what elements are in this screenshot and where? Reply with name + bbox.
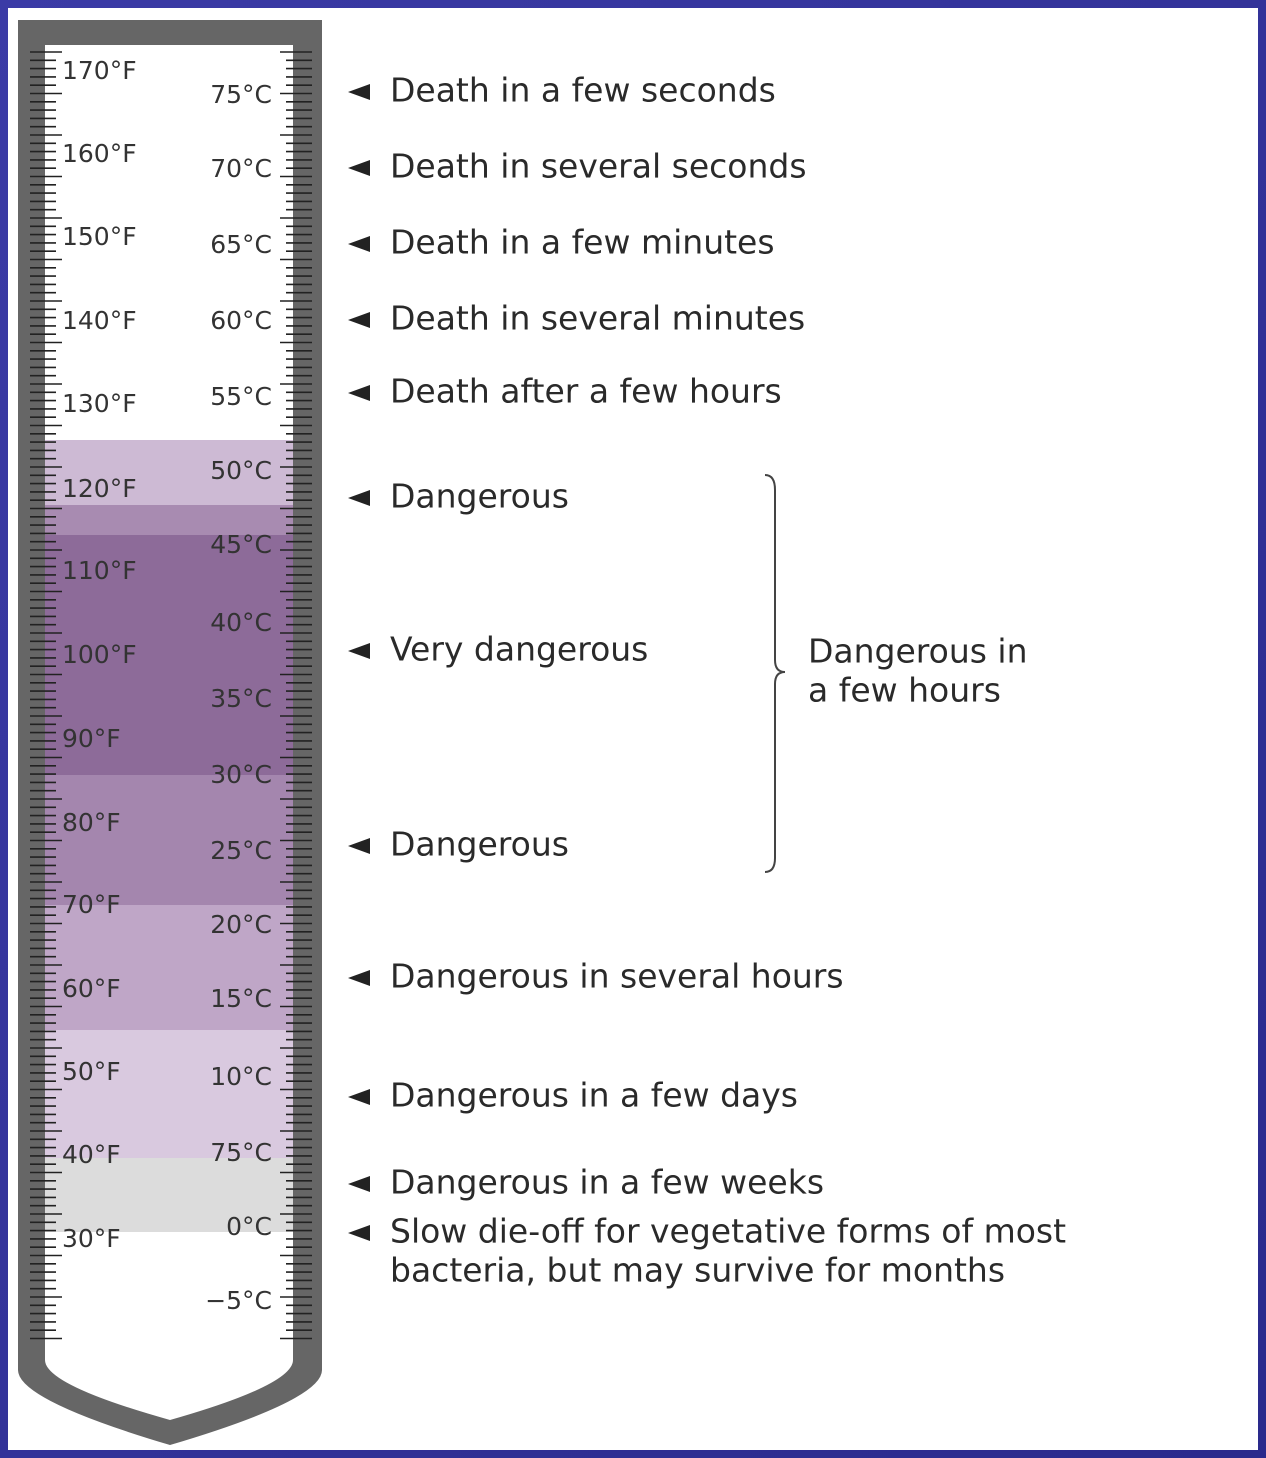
fahrenheit-label: 70°F xyxy=(62,890,121,919)
annotation: Dangerous in several hours xyxy=(390,957,844,996)
band xyxy=(45,505,293,535)
fahrenheit-label: 110°F xyxy=(62,556,137,585)
celsius-label: 65°C xyxy=(210,230,272,259)
arrow xyxy=(348,1176,370,1192)
annotation: bacteria, but may survive for months xyxy=(390,1251,1005,1290)
fahrenheit-label: 90°F xyxy=(62,724,121,753)
arrow xyxy=(348,490,370,506)
celsius-label: 55°C xyxy=(210,382,272,411)
annotation: Death in a few minutes xyxy=(390,223,775,262)
arrow xyxy=(348,838,370,854)
celsius-label: 0°C xyxy=(226,1212,272,1241)
annotation: Death in several seconds xyxy=(390,147,807,186)
bracket xyxy=(764,474,786,873)
fahrenheit-label: 100°F xyxy=(62,640,137,669)
arrow xyxy=(348,84,370,100)
celsius-label: 20°C xyxy=(210,910,272,939)
annotation: Death in a few seconds xyxy=(390,71,776,110)
annotation: Slow die-off for vegetative forms of mos… xyxy=(390,1212,1066,1251)
annotation: Death after a few hours xyxy=(390,372,782,411)
arrow xyxy=(348,1089,370,1105)
scale-ticks xyxy=(30,51,312,1340)
celsius-label: 45°C xyxy=(210,530,272,559)
fahrenheit-label: 60°F xyxy=(62,974,121,1003)
band xyxy=(45,1158,293,1232)
celsius-label: 15°C xyxy=(210,984,272,1013)
arrow xyxy=(348,970,370,986)
fahrenheit-label: 170°F xyxy=(62,56,137,85)
band xyxy=(45,1030,293,1158)
band xyxy=(45,905,293,1030)
annotation: Death in several minutes xyxy=(390,299,805,338)
celsius-label: 70°C xyxy=(210,154,272,183)
band xyxy=(45,775,293,905)
band xyxy=(45,440,293,505)
annotation: Dangerous in a few weeks xyxy=(390,1163,824,1202)
arrow xyxy=(348,643,370,659)
bracket-label: a few hours xyxy=(808,671,1001,710)
fahrenheit-label: 120°F xyxy=(62,474,137,503)
bracket-label: Dangerous in xyxy=(808,632,1028,671)
arrow xyxy=(348,160,370,176)
celsius-label: 75°C xyxy=(210,80,272,109)
annotation: Very dangerous xyxy=(390,630,648,669)
bands xyxy=(45,440,293,1232)
celsius-label: 35°C xyxy=(210,684,272,713)
arrow xyxy=(348,1225,370,1241)
fahrenheit-label: 30°F xyxy=(62,1224,121,1253)
celsius-label: 25°C xyxy=(210,836,272,865)
band xyxy=(45,535,293,775)
fahrenheit-label: 40°F xyxy=(62,1140,121,1169)
arrow xyxy=(348,312,370,328)
fahrenheit-label: 130°F xyxy=(62,389,137,418)
fahrenheit-label: 50°F xyxy=(62,1057,121,1086)
celsius-label: 75°C xyxy=(210,1138,272,1167)
fahrenheit-label: 150°F xyxy=(62,222,137,251)
celsius-label: 50°C xyxy=(210,456,272,485)
celsius-label: 60°C xyxy=(210,306,272,335)
annotation: Dangerous xyxy=(390,477,569,516)
fahrenheit-label: 160°F xyxy=(62,139,137,168)
celsius-label: 40°C xyxy=(210,608,272,637)
celsius-label: 10°C xyxy=(210,1062,272,1091)
annotation: Dangerous xyxy=(390,825,569,864)
arrow xyxy=(348,236,370,252)
arrow xyxy=(348,385,370,401)
celsius-label: 30°C xyxy=(210,760,272,789)
celsius-label: −5°C xyxy=(205,1286,272,1315)
fahrenheit-label: 140°F xyxy=(62,306,137,335)
annotation: Dangerous in a few days xyxy=(390,1076,798,1115)
fahrenheit-label: 80°F xyxy=(62,808,121,837)
